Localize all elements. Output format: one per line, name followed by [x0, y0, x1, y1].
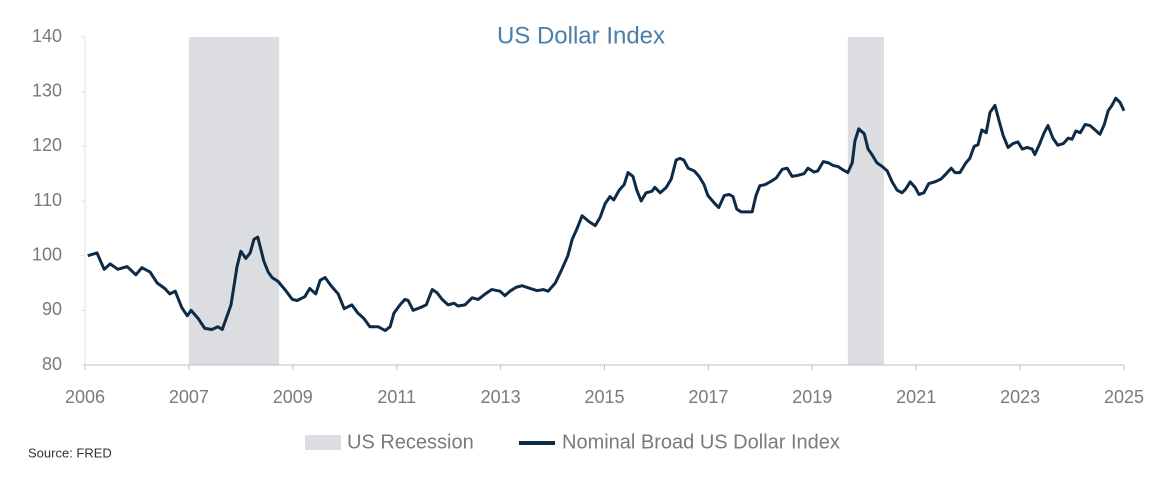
y-tick-label: 80	[42, 354, 62, 374]
x-tick-label: 2013	[481, 387, 521, 407]
y-tick-label: 90	[42, 299, 62, 319]
chart-title: US Dollar Index	[497, 22, 665, 49]
recession-band	[188, 37, 280, 365]
y-tick-label: 110	[33, 190, 62, 210]
x-tick-label: 2006	[65, 387, 105, 407]
x-tick-label: 2011	[377, 387, 416, 407]
x-tick-label: 2017	[688, 387, 728, 407]
x-tick-label: 2023	[1000, 387, 1040, 407]
y-tick-label: 100	[32, 244, 62, 264]
source-note: Source: FRED	[28, 445, 112, 460]
y-tick-label: 140	[32, 26, 62, 46]
x-tick-label: 2025	[1104, 387, 1144, 407]
x-tick-label: 2021	[896, 387, 936, 407]
legend-swatch	[305, 435, 341, 450]
legend-label: US Recession	[347, 431, 474, 453]
y-tick-label: 120	[32, 135, 62, 155]
x-tick-label: 2015	[584, 387, 624, 407]
x-tick-label: 2007	[169, 387, 209, 407]
x-tick-label: 2019	[792, 387, 832, 407]
series-line	[87, 96, 1126, 333]
recession-band	[847, 37, 884, 365]
y-tick-label: 130	[32, 80, 62, 100]
x-tick-label: 2009	[273, 387, 313, 407]
legend-label: Nominal Broad US Dollar Index	[562, 431, 840, 453]
